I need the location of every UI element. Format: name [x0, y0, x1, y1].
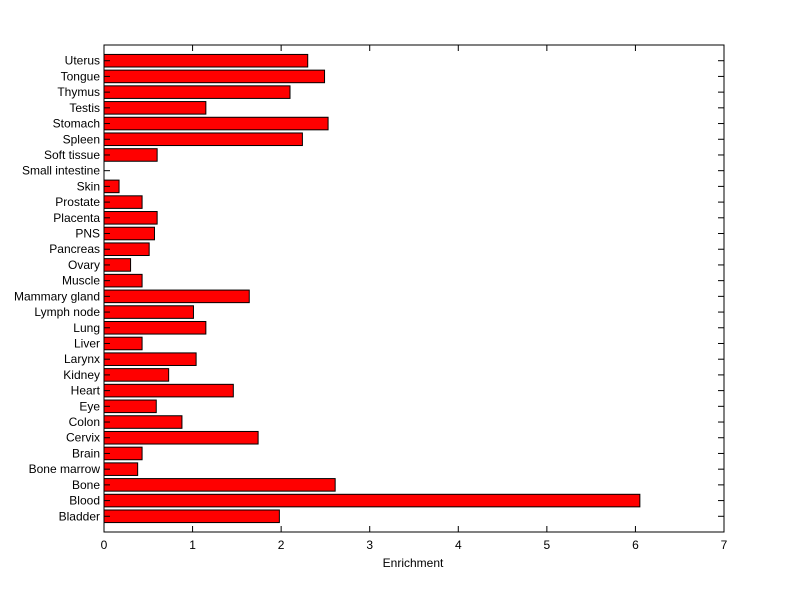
bar-lymph-node: [103, 305, 194, 319]
bar-placenta: [103, 211, 158, 225]
x-tick-label: 1: [189, 538, 196, 552]
y-tick-label-lymph-node: Lymph node: [34, 305, 100, 319]
y-tick-label-liver: Liver: [74, 336, 100, 350]
y-tick-label-uterus: Uterus: [65, 54, 100, 68]
bar-spleen: [103, 132, 303, 147]
bar-eye: [103, 399, 157, 414]
y-tick-label-prostate: Prostate: [55, 195, 100, 209]
y-tick-label-spleen: Spleen: [63, 132, 100, 146]
y-tick-label-bone-marrow: Bone marrow: [29, 462, 101, 476]
bar-pns: [103, 226, 155, 241]
bar-cervix: [103, 430, 259, 445]
x-tick-label: 5: [544, 538, 551, 552]
y-tick-label-larynx: Larynx: [64, 352, 100, 366]
bar-soft-tissue: [103, 148, 158, 162]
y-tick-label-placenta: Placenta: [53, 211, 100, 225]
y-tick-label-heart: Heart: [71, 384, 101, 398]
y-tick-label-blood: Blood: [69, 494, 100, 508]
y-tick-label-small-intestine: Small intestine: [22, 164, 100, 178]
y-tick-label-stomach: Stomach: [53, 117, 100, 131]
bar-testis: [103, 101, 207, 115]
bar-bone: [103, 478, 336, 492]
bar-lung: [103, 320, 207, 335]
x-tick-label: 2: [278, 538, 285, 552]
y-tick-label-testis: Testis: [69, 101, 100, 115]
y-tick-label-soft-tissue: Soft tissue: [44, 148, 100, 162]
bar-blood: [103, 493, 641, 508]
bar-mammary-gland: [103, 289, 250, 304]
y-tick-label-eye: Eye: [79, 399, 100, 413]
y-tick-label-colon: Colon: [69, 415, 100, 429]
x-tick-label: 4: [455, 538, 462, 552]
bar-larynx: [103, 352, 197, 366]
y-tick-label-mammary-gland: Mammary gland: [14, 289, 100, 303]
y-tick-label-tongue: Tongue: [61, 69, 101, 83]
bar-kidney: [103, 368, 170, 382]
bar-colon: [103, 415, 183, 429]
bar-pancreas: [103, 242, 150, 257]
y-tick-label-pancreas: Pancreas: [49, 242, 100, 256]
y-tick-label-pns: PNS: [75, 227, 100, 241]
bar-bladder: [103, 509, 280, 524]
x-tick-label: 0: [101, 538, 108, 552]
y-tick-label-thymus: Thymus: [57, 85, 100, 99]
y-tick-label-skin: Skin: [77, 179, 100, 193]
plot-frame: [103, 44, 725, 533]
x-tick-label: 6: [632, 538, 639, 552]
bar-tongue: [103, 69, 326, 84]
y-tick-label-cervix: Cervix: [66, 431, 100, 445]
bar-heart: [103, 383, 234, 398]
x-axis: 0 1 2 3 4 5 6 7: [101, 45, 728, 552]
bar-thymus: [103, 85, 291, 99]
bar-stomach: [103, 116, 329, 131]
x-tick-label: 3: [366, 538, 373, 552]
y-tick-label-brain: Brain: [72, 446, 100, 460]
y-tick-label-bladder: Bladder: [59, 509, 100, 523]
y-tick-label-kidney: Kidney: [63, 368, 100, 382]
y-tick-label-lung: Lung: [73, 321, 100, 335]
y-tick-label-muscle: Muscle: [62, 274, 100, 288]
bar-uterus: [103, 53, 309, 68]
x-tick-label: 7: [721, 538, 728, 552]
y-tick-label-ovary: Ovary: [68, 258, 100, 272]
y-tick-label-bone: Bone: [72, 478, 100, 492]
x-axis-title: Enrichment: [383, 556, 444, 570]
